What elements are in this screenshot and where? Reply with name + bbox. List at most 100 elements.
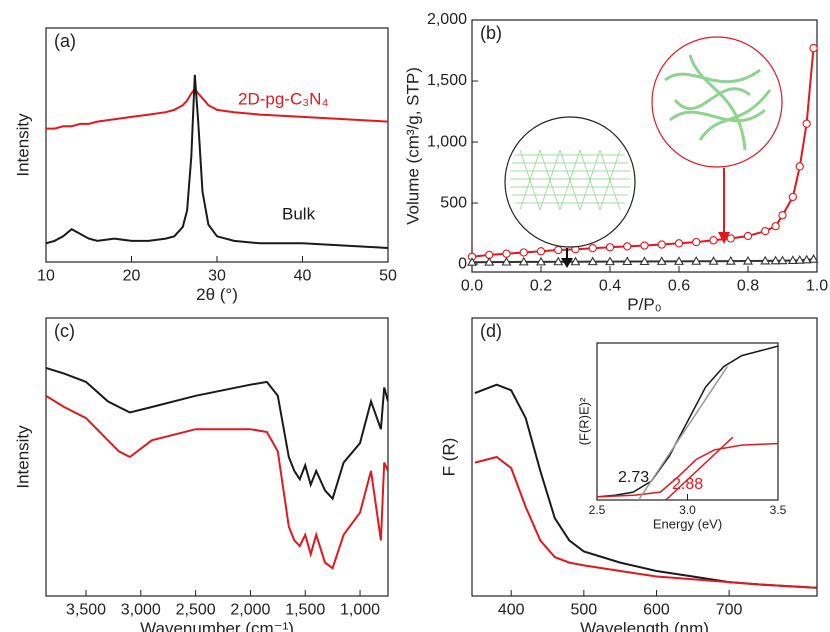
marker xyxy=(674,256,684,265)
x-tick-label: 3.5 xyxy=(770,503,787,517)
y-axis-label: F (R) xyxy=(439,438,458,477)
panel: 10 20 30 40 50 2θ (°) Intensity (a) 2D-pg-C₃N₄ Bu… xyxy=(13,27,397,304)
x-tick-label: 500 xyxy=(571,602,598,619)
x-tick-label: 2,000 xyxy=(230,602,270,619)
structure-sheets xyxy=(664,54,772,151)
marker xyxy=(467,257,477,266)
marker xyxy=(801,254,812,264)
marker xyxy=(778,211,787,220)
series-label: 2D-pg-C₃N₄ xyxy=(238,89,328,108)
marker xyxy=(623,242,632,251)
marker xyxy=(691,256,702,265)
x-tick-label: 3,500 xyxy=(66,602,106,619)
marker xyxy=(501,256,512,266)
x-tick-label: 2,500 xyxy=(176,602,216,619)
plot-frame xyxy=(45,317,389,597)
annotation: 2.88 xyxy=(672,476,703,493)
x-tick-label: 1,000 xyxy=(340,602,380,619)
x-axis-label: Energy (eV) xyxy=(653,517,722,532)
series-line xyxy=(637,366,728,500)
y-tick-label: 2,000 xyxy=(427,11,467,28)
marker xyxy=(708,256,719,265)
series-line xyxy=(46,74,388,249)
panel: 2.5 3.0 3.5 Energy (eV) (F(R)E)² 2.73 2.88 xyxy=(576,342,787,532)
x-tick-label: 600 xyxy=(643,602,670,619)
marker xyxy=(788,192,797,202)
annotation: 2.73 xyxy=(618,469,649,486)
marker xyxy=(674,239,684,248)
marker xyxy=(657,240,666,249)
x-tick-label: 3,000 xyxy=(121,602,161,619)
marker xyxy=(808,254,819,263)
marker xyxy=(761,226,770,236)
x-tick-label: 0.8 xyxy=(737,278,759,295)
marker xyxy=(809,43,818,53)
panel-label: (b) xyxy=(480,23,502,43)
x-tick-label: 3.0 xyxy=(679,503,696,517)
marker xyxy=(760,255,771,265)
series-line xyxy=(597,442,778,498)
y-tick-label: 1,000 xyxy=(427,133,467,150)
plot-frame xyxy=(45,27,389,263)
x-tick-label: 10 xyxy=(37,268,55,285)
marker xyxy=(484,257,495,266)
marker xyxy=(588,244,597,253)
panel: 3,500 3,000 2,500 2,000 1,500 1,000 Wavenumber… xyxy=(13,317,389,632)
arrow-head xyxy=(718,232,730,244)
y-tick-label: 500 xyxy=(440,194,467,211)
y-axis-label: Intensity xyxy=(13,113,32,177)
marker xyxy=(743,231,753,241)
x-tick-label: 1.0 xyxy=(806,278,828,295)
decorations xyxy=(504,36,783,268)
x-tick-label: 700 xyxy=(716,602,743,619)
arrow-head xyxy=(561,258,573,268)
marker xyxy=(536,247,546,256)
marker xyxy=(743,255,753,265)
panel-label: (d) xyxy=(480,321,502,341)
x-axis-label: Wavenumber (cm⁻¹) xyxy=(140,619,294,632)
marker xyxy=(795,162,804,171)
marker xyxy=(519,248,528,257)
marker xyxy=(709,236,718,245)
x-tick-label: 50 xyxy=(379,268,397,285)
series-line xyxy=(597,345,778,498)
x-tick-label: 20 xyxy=(123,268,141,285)
y-tick-label: 0 xyxy=(458,255,467,272)
x-tick-label: 30 xyxy=(208,268,226,285)
y-axis-label: Volume (cm³/g, STP) xyxy=(403,67,422,225)
x-axis-label: 2θ (°) xyxy=(196,285,238,304)
marker xyxy=(554,245,563,255)
marker xyxy=(587,256,598,266)
marker xyxy=(605,256,615,266)
y-axis-label: (F(R)E)² xyxy=(576,397,591,445)
x-tick-label: 400 xyxy=(498,602,525,619)
marker xyxy=(536,256,546,266)
marker xyxy=(502,249,511,258)
marker xyxy=(553,256,564,266)
marker xyxy=(802,119,811,128)
x-tick-label: 1,500 xyxy=(285,602,325,619)
series-line xyxy=(46,367,388,501)
x-axis-label: Wavelength (nm) xyxy=(580,619,709,632)
series-line xyxy=(474,455,817,589)
panel-label: (a) xyxy=(54,31,76,51)
series-label: Bulk xyxy=(282,204,316,223)
x-tick-label: 0.6 xyxy=(668,278,690,295)
marker xyxy=(570,256,581,266)
marker xyxy=(771,222,780,231)
structure-inset-bulk xyxy=(504,116,636,248)
marker xyxy=(622,256,633,266)
series-line xyxy=(46,394,388,570)
x-axis-label: P/P₀ xyxy=(627,295,661,314)
x-tick-label: 0.0 xyxy=(461,278,483,295)
structure-inset-2d xyxy=(651,36,783,168)
marker xyxy=(787,255,798,264)
x-tick-label: 40 xyxy=(294,268,312,285)
panel-label: (c) xyxy=(54,321,75,341)
x-tick-label: 0.2 xyxy=(530,278,552,295)
y-axis-label: Intensity xyxy=(13,425,32,489)
marker xyxy=(656,256,667,265)
marker xyxy=(770,255,781,265)
series-line xyxy=(665,436,734,500)
